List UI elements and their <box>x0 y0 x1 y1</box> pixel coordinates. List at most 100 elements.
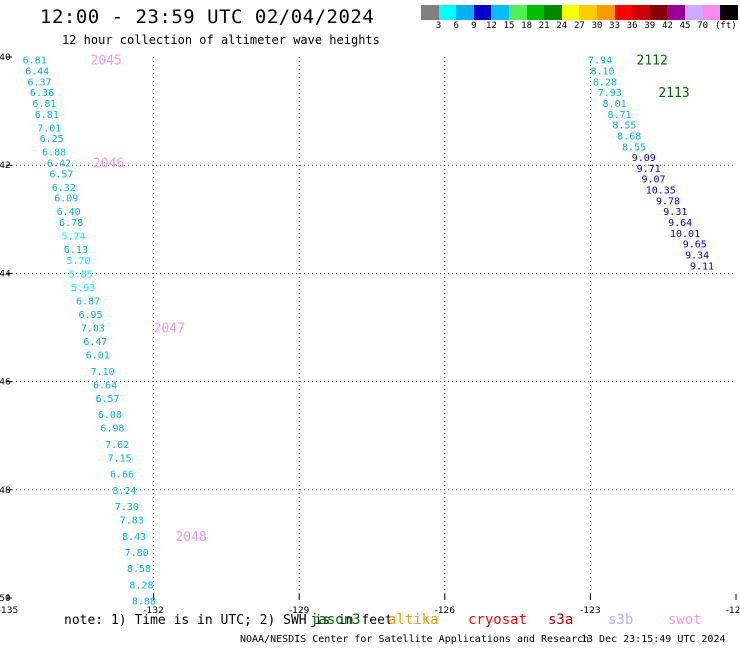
x-tick-label: -135 <box>0 606 18 616</box>
swh-point-label: 7.83 <box>120 516 144 527</box>
color-swatch <box>614 5 633 20</box>
color-scale-tick: 12 <box>485 21 497 31</box>
swh-point-label: 8.71 <box>607 110 631 121</box>
swh-point-label: 6.01 <box>86 351 110 362</box>
latitude-ticks: -40 -42 -44 -46 -48 -50 <box>0 53 12 604</box>
color-scale-tick: 15 <box>503 21 515 31</box>
y-tick-label: -40 <box>0 53 11 63</box>
map-grid <box>8 57 736 598</box>
swh-point-label: 7.10 <box>91 367 115 378</box>
legend-item-swot: swot <box>668 612 702 628</box>
pass-time-label: 2045 <box>91 54 122 69</box>
swh-point-label: 9.31 <box>663 207 687 218</box>
color-scale-tick: 39 <box>644 21 656 31</box>
color-swatch <box>632 5 650 20</box>
y-tick-label: -44 <box>0 269 11 279</box>
swh-point-label: 5.85 <box>69 269 93 280</box>
color-swatch <box>649 5 668 20</box>
color-swatch <box>720 5 738 20</box>
color-scale-tick: 36 <box>626 21 638 31</box>
swh-point-label: 6.25 <box>40 134 64 145</box>
swh-point-label: 6.87 <box>76 296 100 307</box>
swh-point-label: 8.28 <box>593 77 617 88</box>
swh-point-label: 10.01 <box>670 229 700 240</box>
pass-time-labels: 2045 2046 2047 2048 2112 2113 <box>91 54 690 545</box>
x-tick-label: -120 <box>726 606 740 616</box>
color-swatch <box>421 5 439 20</box>
color-scale-tick: 24 <box>556 21 568 31</box>
color-swatch <box>508 5 527 20</box>
swh-point-label: 7.62 <box>105 440 129 451</box>
swh-point-label: 5.93 <box>71 283 95 294</box>
swh-point-label: 6.81 <box>23 56 47 67</box>
color-swatch <box>491 5 509 20</box>
swh-point-label: 6.57 <box>95 394 119 405</box>
swh-point-label: 7.03 <box>81 324 105 335</box>
swh-point-label: 6.57 <box>49 169 73 180</box>
swh-point-label: 6.09 <box>54 194 78 205</box>
color-scale-tick: 27 <box>573 21 585 31</box>
y-tick-label: -42 <box>0 161 11 171</box>
swh-point-label: 5.70 <box>66 256 90 267</box>
swh-point-label: 9.09 <box>632 153 656 164</box>
swh-point-label: 9.78 <box>656 196 680 207</box>
swh-point-label: 7.30 <box>115 502 139 513</box>
swh-point-label: 6.13 <box>64 245 88 256</box>
pass-time-label: 2112 <box>637 54 668 69</box>
swh-point-label: 6.36 <box>30 88 54 99</box>
pass-time-label: 2113 <box>658 86 689 101</box>
swh-point-label: 9.71 <box>637 164 661 175</box>
color-swatch <box>579 5 597 20</box>
color-scale-bar <box>421 5 738 20</box>
swh-point-label: 6.47 <box>83 337 107 348</box>
legend-item-altika: altika <box>388 612 439 628</box>
pass-time-label: 2046 <box>93 156 124 171</box>
swh-point-label: 6.64 <box>93 380 117 391</box>
swh-point-label: 6.32 <box>52 183 76 194</box>
swh-point-label: 7.80 <box>125 548 149 559</box>
swh-point-label: 6.78 <box>59 218 83 229</box>
swh-point-label: 8.88 <box>132 597 156 608</box>
y-tick-label: -50 <box>0 594 11 604</box>
swh-point-label: 7.15 <box>108 453 132 464</box>
longitude-ticks: -135 -132 -129 -126 -123 -120 <box>0 594 740 616</box>
x-tick-label: -132 <box>143 606 163 616</box>
color-swatch <box>702 5 721 20</box>
color-scale-tick: 9 <box>471 21 477 31</box>
color-swatch <box>456 5 474 20</box>
swh-point-label: 8.55 <box>622 142 646 153</box>
swh-point-label: 10.35 <box>646 186 676 197</box>
color-scale-tick: 30 <box>591 21 603 31</box>
color-swatch <box>684 5 703 20</box>
swh-point-label: 7.94 <box>588 56 612 67</box>
color-scale-tick: 33 <box>609 21 621 31</box>
color-scale-unit: (ft) <box>715 21 737 31</box>
legend-item-jason3: jason3 <box>310 612 361 628</box>
swh-point-label: 9.64 <box>668 218 692 229</box>
color-swatch <box>438 5 457 20</box>
legend-item-s3a: s3a <box>548 612 574 628</box>
x-tick-label: -123 <box>580 606 600 616</box>
swh-point-label: 6.81 <box>35 110 59 121</box>
swh-point-label: 6.88 <box>42 148 66 159</box>
swh-point-label: 8.55 <box>612 121 636 132</box>
swh-point-label: 5.74 <box>61 232 85 243</box>
color-swatch <box>473 5 492 20</box>
legend-item-s3b: s3b <box>608 612 634 628</box>
x-tick-label: -129 <box>289 606 310 616</box>
color-scale-tick: 70 <box>697 21 709 31</box>
pass-time-label: 2048 <box>175 530 206 545</box>
swh-point-label: 8.24 <box>112 486 136 497</box>
swh-point-label: 9.34 <box>685 250 709 261</box>
swh-point-label: 6.08 <box>98 410 122 421</box>
page-subtitle: 12 hour collection of altimeter wave hei… <box>62 33 380 47</box>
swh-point-label: 6.40 <box>57 207 81 218</box>
color-scale-tick: 45 <box>679 21 691 31</box>
color-swatch <box>544 5 562 20</box>
swh-point-label: 9.65 <box>683 240 707 251</box>
color-swatch <box>526 5 545 20</box>
swh-point-label: 6.37 <box>27 77 51 88</box>
swh-points: 6.816.446.376.366.816.817.016.256.886.42… <box>23 56 714 608</box>
swh-point-label: 8.01 <box>603 99 627 110</box>
